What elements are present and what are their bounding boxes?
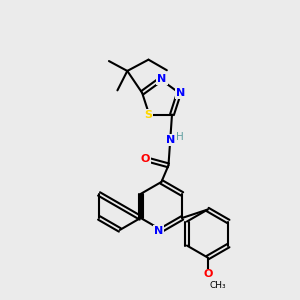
Text: CH₃: CH₃ <box>210 280 226 290</box>
Text: S: S <box>145 110 152 119</box>
Text: O: O <box>203 269 212 280</box>
Text: N: N <box>158 74 166 84</box>
Text: N: N <box>154 226 163 236</box>
Text: N: N <box>166 135 176 145</box>
Text: N: N <box>176 88 185 98</box>
Text: H: H <box>176 133 184 142</box>
Text: O: O <box>141 154 150 164</box>
